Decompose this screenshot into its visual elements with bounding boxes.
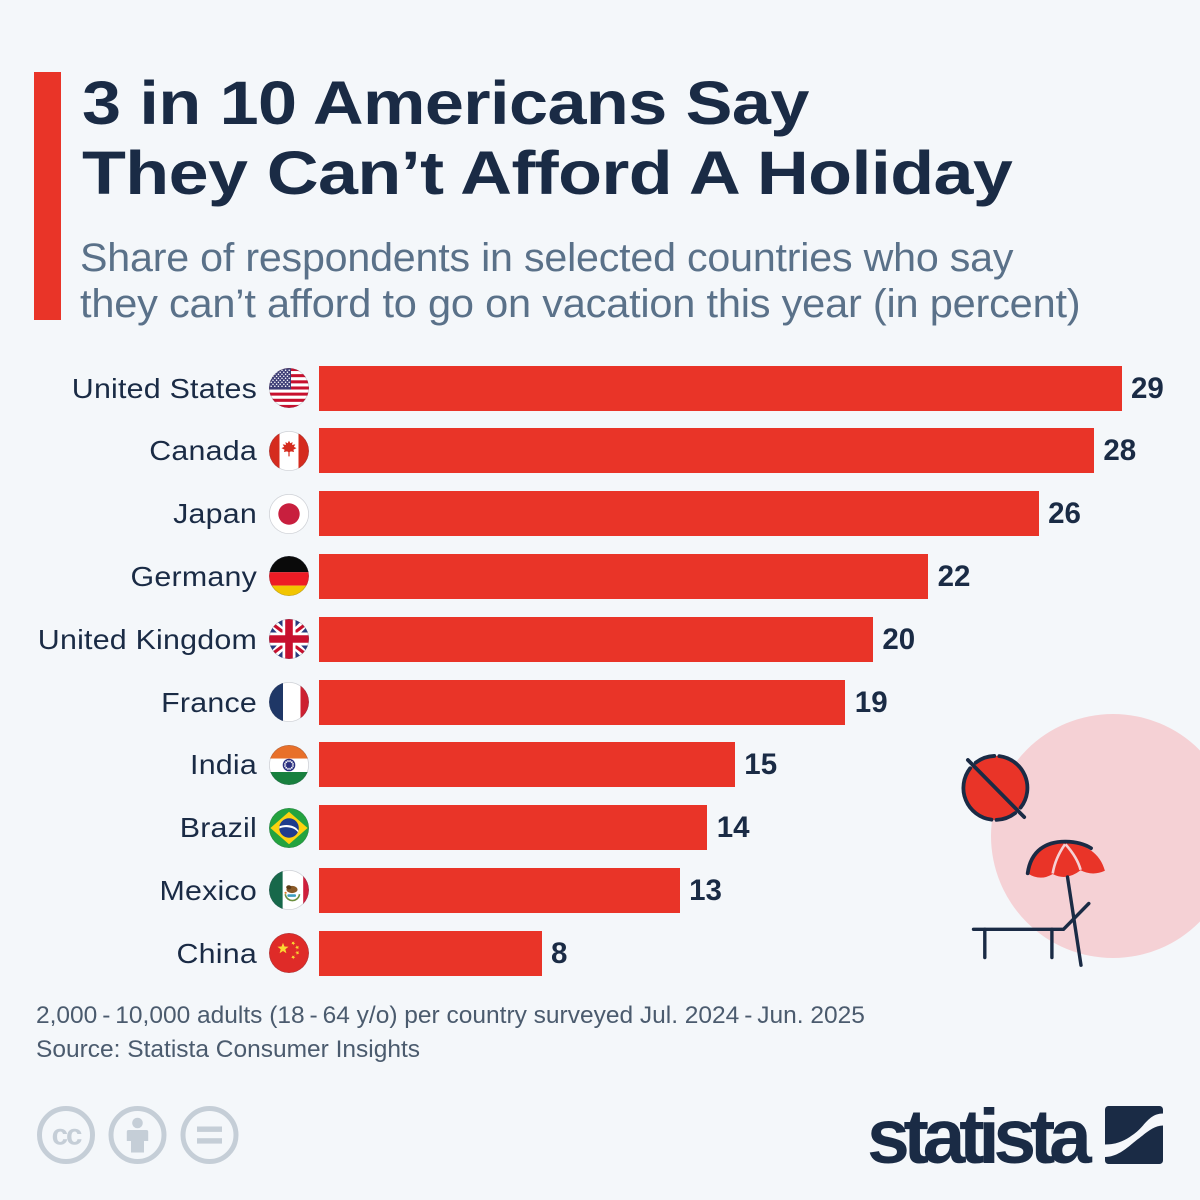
svg-text:cc: cc (52, 1119, 82, 1152)
